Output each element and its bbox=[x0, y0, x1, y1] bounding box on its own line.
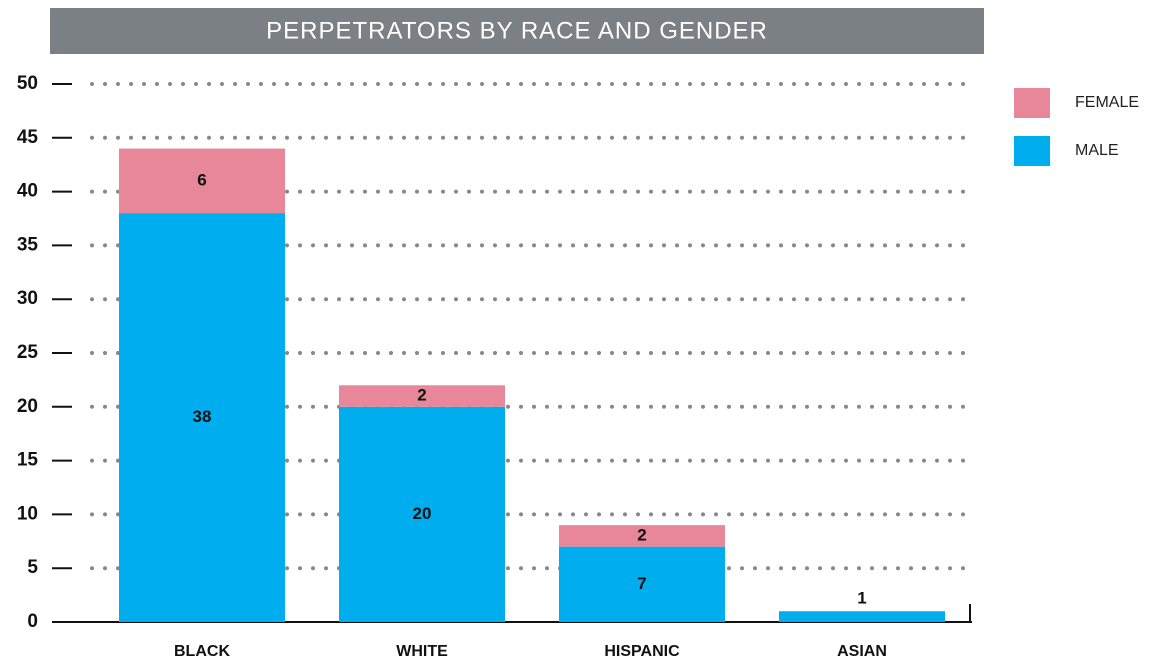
bar-segment bbox=[339, 385, 505, 407]
x-tick-label: WHITE bbox=[396, 643, 448, 660]
value-label: 6 bbox=[197, 170, 206, 189]
y-tick-label: 5 bbox=[27, 557, 38, 578]
legend-label: FEMALE bbox=[1075, 94, 1139, 111]
y-tick-label: 30 bbox=[17, 288, 38, 309]
x-tick-label: ASIAN bbox=[837, 643, 887, 660]
y-tick-label: 45 bbox=[17, 127, 39, 148]
x-tick-label: BLACK bbox=[174, 643, 230, 660]
legend-label: MALE bbox=[1075, 142, 1119, 159]
bar-segment bbox=[559, 546, 725, 622]
y-tick-label: 20 bbox=[17, 396, 38, 417]
value-label: 2 bbox=[417, 386, 426, 405]
value-label: 38 bbox=[193, 407, 212, 426]
value-label: 1 bbox=[857, 589, 866, 608]
y-tick-label: 0 bbox=[27, 611, 38, 632]
bar-segment bbox=[779, 611, 945, 622]
y-tick-label: 40 bbox=[17, 181, 38, 202]
y-tick-label: 50 bbox=[17, 73, 38, 94]
legend-swatch bbox=[1014, 88, 1050, 118]
bar-segment bbox=[559, 525, 725, 547]
bar-segment bbox=[119, 213, 285, 622]
y-tick-label: 35 bbox=[17, 234, 39, 255]
bar-segment bbox=[119, 148, 285, 214]
x-tick-label: HISPANIC bbox=[604, 643, 680, 660]
y-tick-label: 15 bbox=[17, 450, 39, 471]
value-label: 2 bbox=[637, 525, 646, 544]
bar-segment bbox=[339, 406, 505, 622]
y-tick-label: 25 bbox=[17, 342, 39, 363]
value-label: 20 bbox=[413, 504, 432, 523]
y-tick-label: 10 bbox=[17, 503, 38, 524]
value-label: 7 bbox=[637, 574, 646, 593]
legend-swatch bbox=[1014, 136, 1050, 166]
title-bar bbox=[50, 8, 984, 54]
chart-title: PERPETRATORS BY RACE AND GENDER bbox=[266, 17, 768, 44]
